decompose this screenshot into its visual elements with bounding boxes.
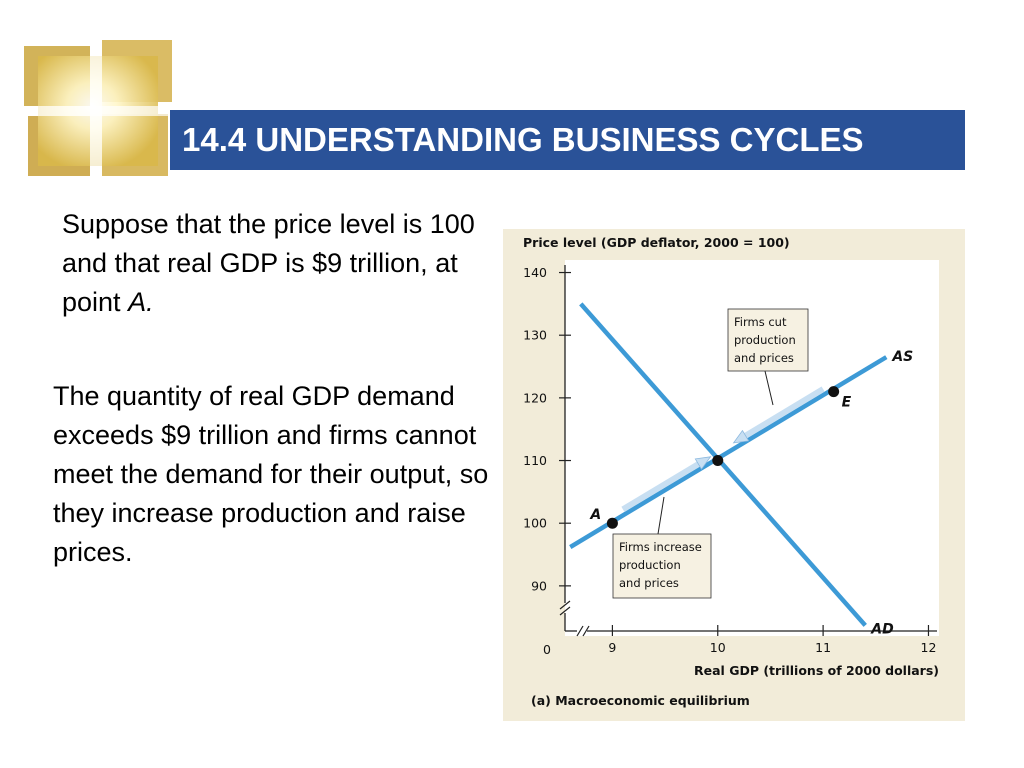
annotation-cut-box [727,308,809,372]
point-E-marker [828,386,840,398]
y-tick-label-140: 140 [523,265,547,280]
annotation-increase-line-2: production [619,558,681,572]
annotation-cut-leader [764,370,774,406]
cut-arrow-head [732,429,750,444]
annotation-cut-line-1: Firms cut [734,315,787,329]
slide-title: 14.4 UNDERSTANDING BUSINESS CYCLES [182,121,864,158]
ad-curve-label: AD [870,621,893,637]
point-E-label: E [842,395,852,411]
as-curve-label: AS [891,349,913,365]
x-axis-break-icon [576,625,590,637]
sunburst-logo-icon [18,36,180,182]
equilibrium-chart: Price level (GDP deflator, 2000 = 100) R… [523,235,939,708]
increase-arrow-head [694,456,712,470]
annotation-increase-box [612,533,712,599]
annotation-cut-line-2: production [734,333,796,347]
x-tick-label-10: 10 [710,640,726,655]
origin-label: 0 [543,642,551,657]
annotation-increase-line-3: and prices [619,576,679,590]
intro-paragraph: Suppose that the price level is 100 and … [62,205,492,322]
y-tick-label-100: 100 [523,516,547,531]
y-tick-label-90: 90 [531,578,547,593]
x-tick-label-12: 12 [921,640,937,655]
annotation-increase: Firms increase production and prices [612,496,712,599]
intro-text: Suppose that the price level is 100 and … [62,209,475,317]
title-bar: 14.4 UNDERSTANDING BUSINESS CYCLES [170,110,965,170]
increase-arrow-shaft [621,461,700,512]
point-label-italic: A. [128,287,154,317]
annotation-increase-leader [657,496,665,535]
annotation-increase-line-1: Firms increase [619,540,702,554]
explanation-paragraph: The quantity of real GDP demand exceeds … [53,381,489,567]
y-tick-label-120: 120 [523,390,547,405]
y-axis-title: Price level (GDP deflator, 2000 = 100) [523,235,790,250]
increase-arrow [621,456,712,512]
x-tick-label-11: 11 [815,640,831,655]
point-A-marker [606,517,618,529]
point-A-label: A [589,507,601,523]
point-equilibrium-marker [712,455,724,467]
x-tick-label-9: 9 [608,640,616,655]
x-axis-title: Real GDP (trillions of 2000 dollars) [694,663,939,678]
annotation-cut-line-3: and prices [734,351,794,365]
cut-arrow [732,386,825,444]
ad-curve [579,302,867,627]
y-tick-label-130: 130 [523,328,547,343]
chart-figure: Price level (GDP deflator, 2000 = 100) R… [503,229,965,721]
cut-arrow-shaft [744,386,825,439]
y-axis-break-icon [559,600,571,616]
chart-caption: (a) Macroeconomic equilibrium [531,693,750,708]
annotation-cut: Firms cut production and prices [727,308,809,406]
y-tick-label-110: 110 [523,453,547,468]
